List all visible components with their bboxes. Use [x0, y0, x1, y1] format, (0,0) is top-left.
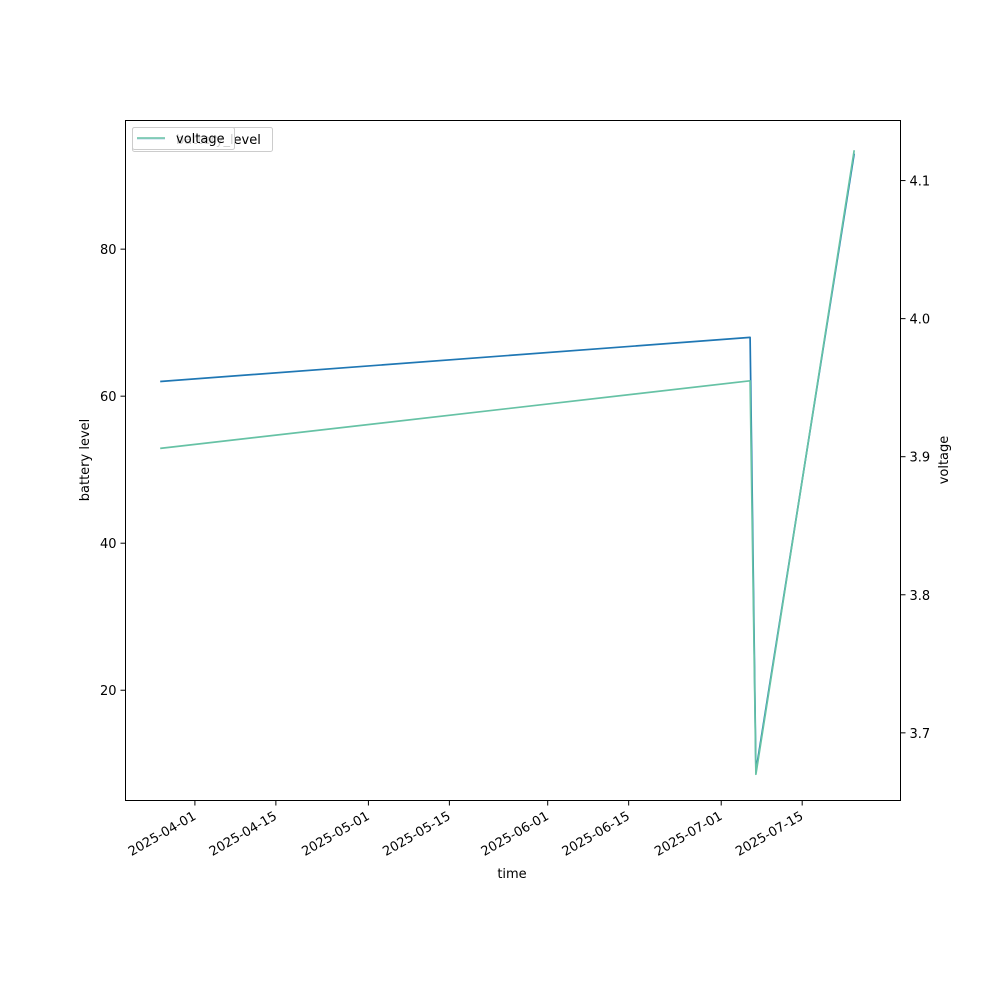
x-tick-label: 2025-04-01	[126, 809, 199, 860]
y-right-tick-label: 4.1	[910, 175, 931, 190]
x-axis: 2025-04-01 2025-04-15 2025-05-01 2025-05-15…	[126, 800, 806, 860]
series-line-battery_level	[160, 153, 856, 772]
legend-right-box	[132, 127, 235, 150]
y-left-tick-label: 40	[100, 537, 117, 552]
x-tick-label: 2025-05-01	[299, 809, 372, 860]
x-tick-label: 2025-06-01	[479, 809, 552, 860]
y-left-tick-label: 80	[100, 243, 117, 258]
x-tick-label: 2025-05-15	[380, 809, 453, 860]
y-axis-left: 20 40 60 80	[100, 243, 126, 699]
plot-area-frame	[125, 120, 901, 801]
y-axis-left-label: battery level	[78, 419, 93, 502]
series-line-voltage	[160, 150, 856, 776]
y-right-tick-label: 4.0	[910, 313, 931, 328]
y-right-tick-label: 3.9	[910, 451, 931, 466]
legend-right: voltage	[132, 127, 235, 150]
y-right-tick-label: 3.8	[910, 589, 931, 604]
y-left-tick-label: 60	[100, 390, 117, 405]
x-tick-label: 2025-06-15	[560, 809, 633, 860]
y-axis-right: 3.7 3.8 3.9 4.0 4.1	[900, 175, 931, 742]
series-lines	[160, 150, 856, 776]
legend-right-label: voltage	[176, 132, 225, 147]
y-right-tick-label: 3.7	[910, 727, 931, 742]
x-axis-label: time	[497, 867, 526, 882]
x-tick-label: 2025-07-15	[733, 809, 806, 860]
x-tick-label: 2025-07-01	[652, 809, 725, 860]
y-left-tick-label: 20	[100, 684, 117, 699]
y-axis-right-label: voltage	[937, 436, 952, 485]
x-tick-label: 2025-04-15	[207, 809, 280, 860]
